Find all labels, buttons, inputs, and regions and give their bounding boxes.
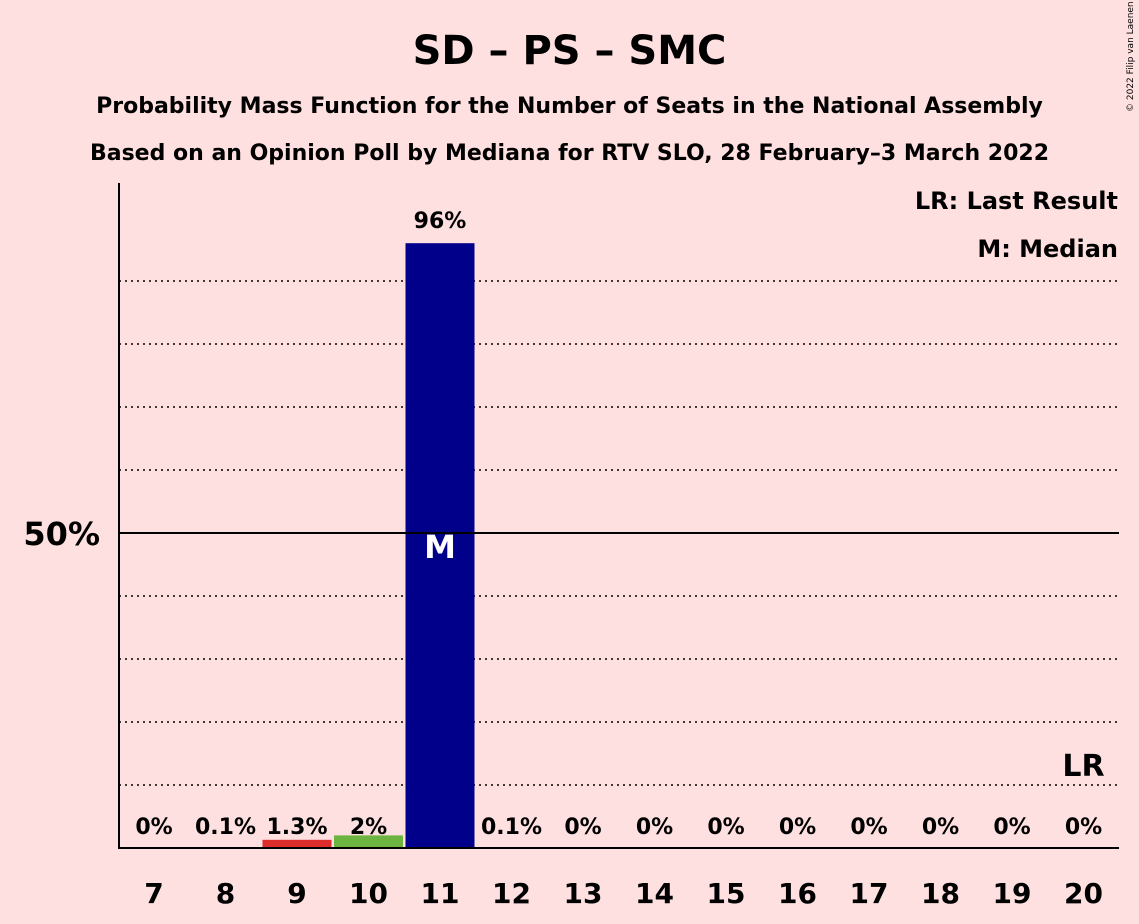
copyright-notice: © 2022 Filip van Laenen: [1126, 1, 1136, 112]
last-result-marker: LR: [1062, 749, 1104, 784]
value-label-19: 0%: [993, 815, 1030, 840]
median-marker: M: [424, 528, 456, 566]
value-label-8: 0.1%: [195, 815, 256, 840]
x-tick-8: 8: [216, 877, 235, 910]
value-label-16: 0%: [779, 815, 816, 840]
legend-median: M: Median: [977, 235, 1118, 263]
x-axis-ticks: 7 8 9 10 11 12 13 14 15 16 17 18 19 20: [144, 877, 1103, 910]
value-label-9: 1.3%: [266, 815, 327, 840]
value-label-15: 0%: [707, 815, 744, 840]
x-tick-15: 15: [707, 877, 746, 910]
legend-last-result: LR: Last Result: [915, 187, 1118, 215]
value-label-10: 2%: [350, 815, 387, 840]
y-tick-label-50: 50%: [23, 515, 100, 553]
x-tick-11: 11: [421, 877, 460, 910]
value-label-7: 0%: [135, 815, 172, 840]
x-tick-10: 10: [349, 877, 388, 910]
value-label-14: 0%: [636, 815, 673, 840]
bar-10: [334, 835, 403, 848]
x-tick-12: 12: [492, 877, 531, 910]
value-label-11: 96%: [414, 209, 467, 234]
x-tick-17: 17: [850, 877, 889, 910]
value-label-12: 0.1%: [481, 815, 542, 840]
chart-subtitle-1: Probability Mass Function for the Number…: [96, 94, 1043, 119]
x-tick-9: 9: [287, 877, 306, 910]
value-label-20: 0%: [1065, 815, 1102, 840]
value-labels: 0% 0.1% 1.3% 2% 96% 0.1% 0% 0% 0% 0% 0% 0% 0% 0%: [135, 209, 1102, 840]
chart-subtitle-2: Based on an Opinion Poll by Mediana for …: [90, 141, 1049, 166]
x-tick-18: 18: [921, 877, 960, 910]
x-tick-20: 20: [1064, 877, 1103, 910]
value-label-18: 0%: [922, 815, 959, 840]
x-tick-19: 19: [993, 877, 1032, 910]
bar-9: [262, 839, 332, 848]
x-tick-7: 7: [144, 877, 163, 910]
x-tick-14: 14: [635, 877, 674, 910]
bar-11: [405, 243, 475, 848]
chart-title: SD – PS – SMC: [413, 28, 727, 74]
x-tick-16: 16: [778, 877, 817, 910]
gridlines: [119, 280, 1119, 786]
x-tick-13: 13: [564, 877, 603, 910]
value-label-13: 0%: [564, 815, 601, 840]
value-label-17: 0%: [850, 815, 887, 840]
